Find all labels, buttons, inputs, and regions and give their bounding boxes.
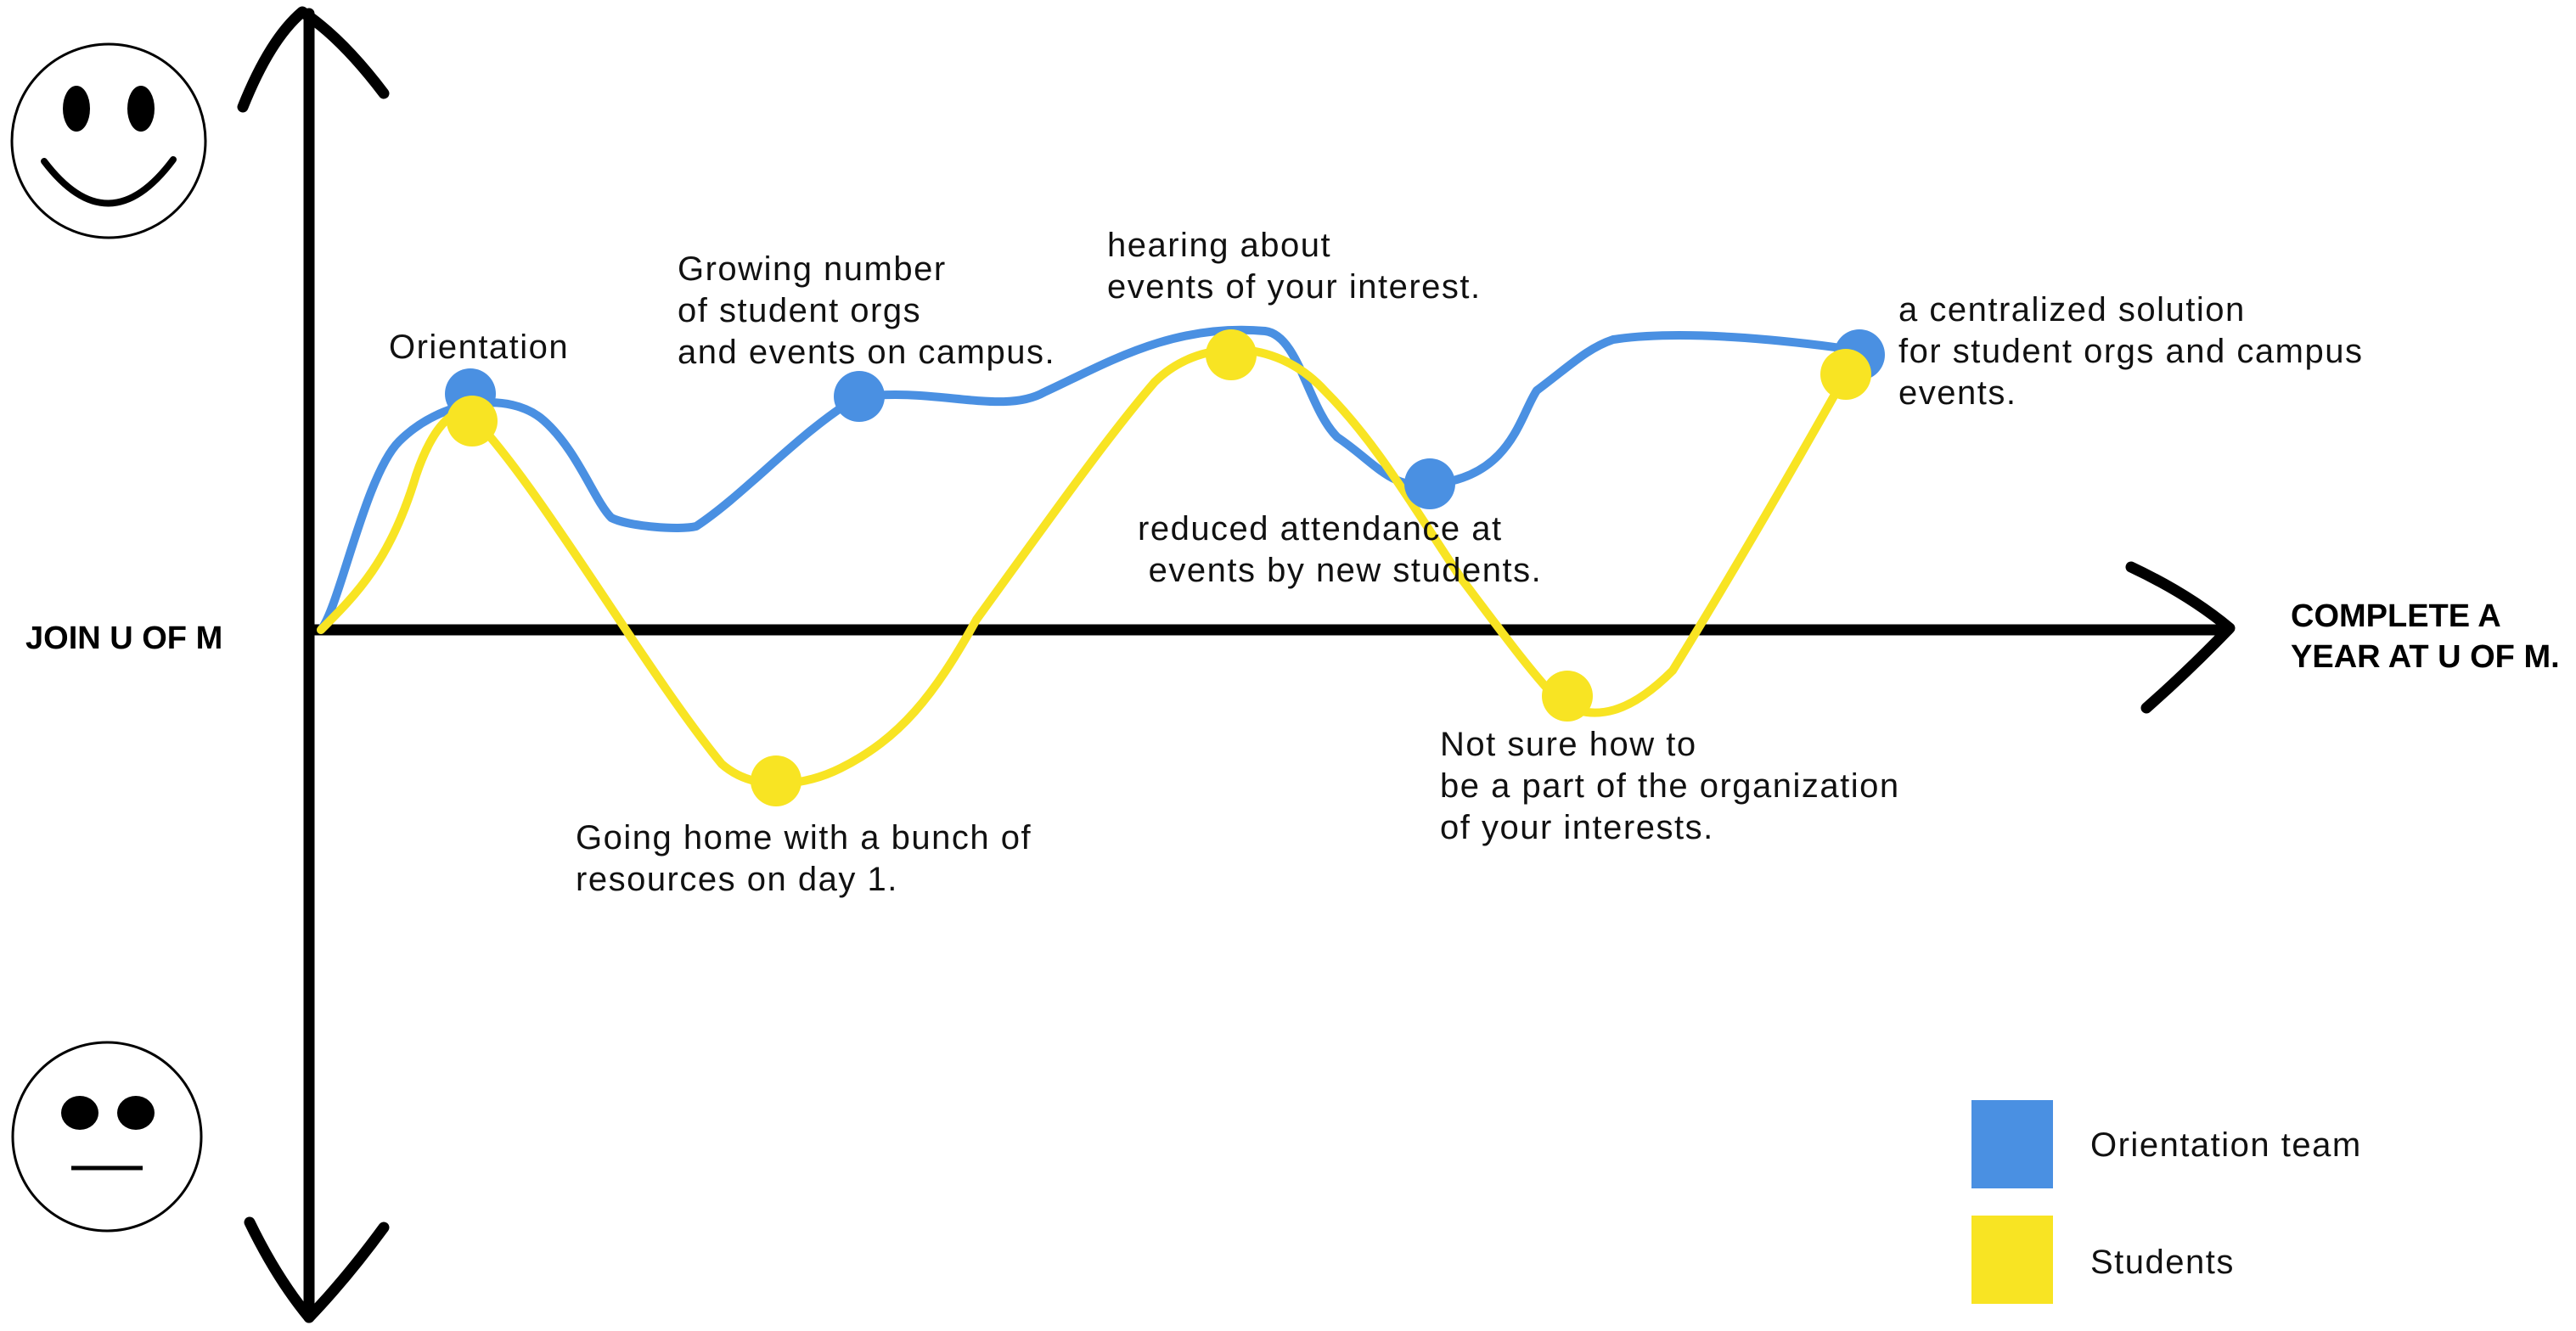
horizontal-axis xyxy=(308,561,2236,714)
students-line xyxy=(317,345,1851,789)
annotation-line: of student orgs xyxy=(678,292,921,329)
annotation-line: events of your interest. xyxy=(1107,268,1482,306)
students-point-orientation xyxy=(447,396,498,446)
annotation-going-home: Going home with a bunch of resources on … xyxy=(576,819,1032,898)
orientation-team-line xyxy=(317,325,1864,634)
annotation-centralized: a centralized solution for student orgs … xyxy=(1898,291,2363,412)
annotation-line: Not sure how to xyxy=(1440,726,1697,763)
annotation-line: Orientation xyxy=(389,329,569,366)
annotation-line: reduced attendance at xyxy=(1138,510,1503,548)
annotation-orientation: Orientation xyxy=(389,329,569,366)
end-label-line1: COMPLETE A xyxy=(2291,598,2501,634)
legend-label-students: Students xyxy=(2090,1244,2235,1281)
annotation-line: of your interests. xyxy=(1440,809,1714,846)
annotation-not-sure: Not sure how to be a part of the organiz… xyxy=(1440,726,1900,846)
annotation-line: Growing number xyxy=(678,250,947,288)
team-point-growing xyxy=(834,371,885,422)
legend-swatch-orientation-team xyxy=(1971,1100,2053,1188)
annotation-line: resources on day 1. xyxy=(576,861,898,898)
annotation-line: events. xyxy=(1898,374,2016,412)
annotation-line: Going home with a bunch of xyxy=(576,819,1032,856)
students-point-hearing xyxy=(1206,329,1257,380)
end-label-line2: YEAR AT U OF M. xyxy=(2291,639,2560,675)
legend-swatch-students xyxy=(1971,1216,2053,1304)
neutral-face-icon xyxy=(11,1041,203,1233)
happy-face-icon xyxy=(10,42,207,239)
annotation-hearing: hearing about events of your interest. xyxy=(1107,227,1482,306)
legend: Orientation team Students xyxy=(1971,1100,2362,1304)
annotation-line: a centralized solution xyxy=(1898,291,2246,329)
students-point-centralized xyxy=(1820,349,1871,400)
annotation-growing: Growing number of student orgs and event… xyxy=(678,250,1055,371)
vertical-axis xyxy=(237,6,390,1323)
annotation-line: and events on campus. xyxy=(678,334,1055,371)
annotation-line: for student orgs and campus xyxy=(1898,333,2363,370)
annotation-reduced: reduced attendance at events by new stud… xyxy=(1138,510,1542,589)
annotation-line: hearing about xyxy=(1107,227,1331,264)
annotation-line: events by new students. xyxy=(1138,552,1542,589)
team-point-reduced xyxy=(1404,458,1455,509)
legend-label-orientation-team: Orientation team xyxy=(2090,1126,2362,1164)
students-point-not-sure xyxy=(1542,671,1593,722)
start-label: JOIN U OF M xyxy=(25,621,222,656)
students-point-going-home xyxy=(751,755,801,806)
annotation-line: be a part of the organization xyxy=(1440,767,1900,805)
